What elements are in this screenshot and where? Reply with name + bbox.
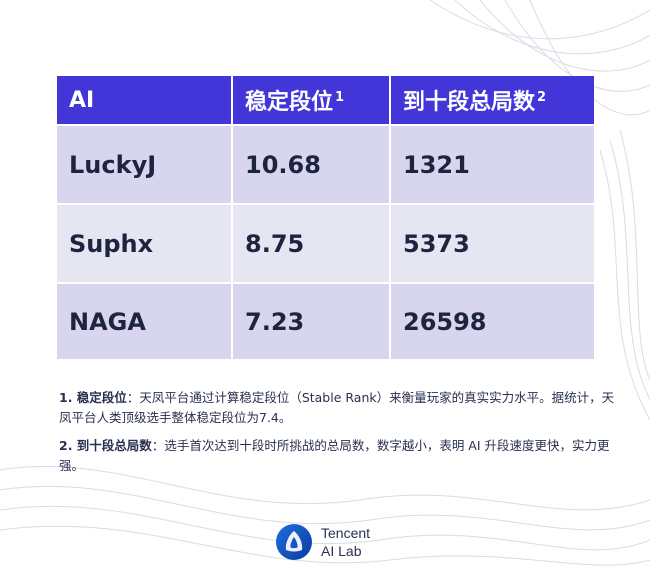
table-row: NAGA 7.23 26598 — [57, 282, 594, 359]
cell-total-games: 5373 — [391, 203, 594, 282]
cell-stable-rank: 8.75 — [233, 203, 391, 282]
table-row: Suphx 8.75 5373 — [57, 203, 594, 282]
logo-wordmark: Tencent AI Lab — [321, 524, 370, 560]
logo-line-tencent: Tencent — [321, 525, 371, 541]
header-stable-rank-footnote: 1 — [335, 90, 345, 105]
ai-comparison-table: AI 稳定段位 1 到十段总局数 2 LuckyJ 10.68 1321 Suphx… — [57, 76, 594, 359]
table-header-row: AI 稳定段位 1 到十段总局数 2 — [57, 76, 594, 124]
footnote-label: 2. 到十段总局数 — [59, 438, 152, 453]
table-row: LuckyJ 10.68 1321 — [57, 124, 594, 203]
header-stable-rank: 稳定段位 1 — [233, 76, 391, 124]
header-ai: AI — [57, 76, 233, 124]
footnotes: 1. 稳定段位：天凤平台通过计算稳定段位（Stable Rank）来衡量玩家的真… — [59, 388, 619, 484]
cell-ai-name: Suphx — [57, 203, 233, 282]
cell-ai-name: LuckyJ — [57, 124, 233, 203]
footnote-total-games: 2. 到十段总局数：选手首次达到十段时所挑战的总局数，数字越小，表明 AI 升段… — [59, 436, 619, 476]
header-total-games: 到十段总局数 2 — [391, 76, 594, 124]
footnote-text: ：选手首次达到十段时所挑战的总局数，数字越小，表明 AI 升段速度更快，实力更强… — [59, 438, 610, 473]
comparison-table-card: AI 稳定段位 1 到十段总局数 2 LuckyJ 10.68 1321 Suphx… — [57, 76, 594, 359]
cell-stable-rank: 7.23 — [233, 282, 391, 359]
footnote-text: ：天凤平台通过计算稳定段位（Stable Rank）来衡量玩家的真实实力水平。据… — [59, 390, 615, 425]
tencent-ai-lab-logo: Tencent AI Lab — [275, 523, 370, 561]
footnote-stable-rank: 1. 稳定段位：天凤平台通过计算稳定段位（Stable Rank）来衡量玩家的真… — [59, 388, 619, 428]
tencent-ai-lab-logo-icon — [276, 524, 312, 560]
cell-ai-name: NAGA — [57, 282, 233, 359]
header-total-games-footnote: 2 — [537, 90, 547, 105]
cell-stable-rank: 10.68 — [233, 124, 391, 203]
cell-total-games: 1321 — [391, 124, 594, 203]
cell-total-games: 26598 — [391, 282, 594, 359]
logo-line-ai-lab: AI Lab — [321, 543, 362, 559]
footnote-label: 1. 稳定段位 — [59, 390, 127, 405]
